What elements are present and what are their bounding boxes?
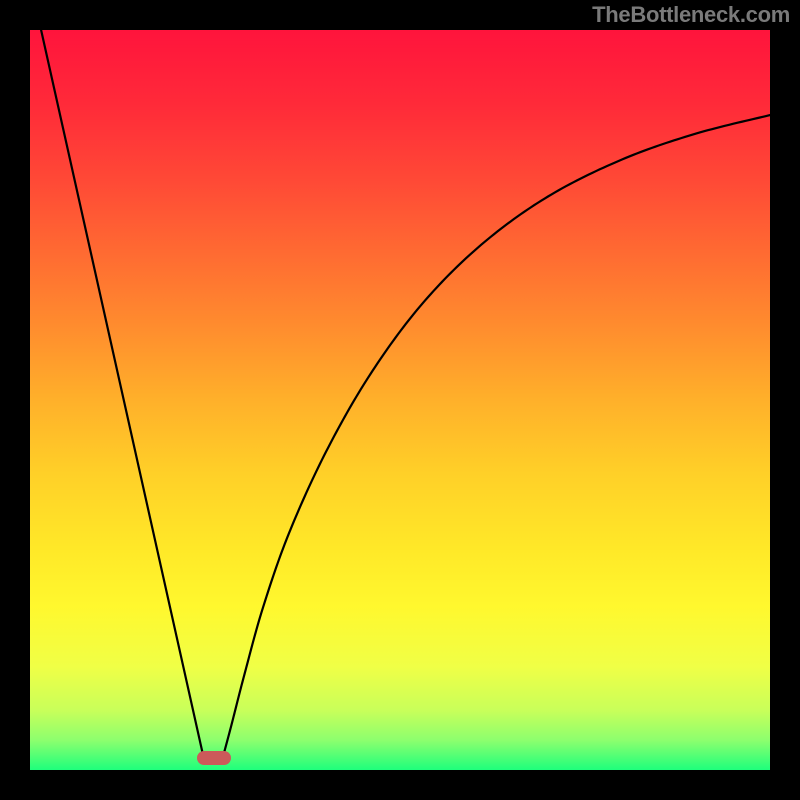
chart-container: TheBottleneck.com (0, 0, 800, 800)
watermark-text: TheBottleneck.com (592, 2, 790, 28)
plot-area (30, 30, 770, 770)
optimum-marker (197, 751, 231, 765)
curve-layer (30, 30, 770, 770)
